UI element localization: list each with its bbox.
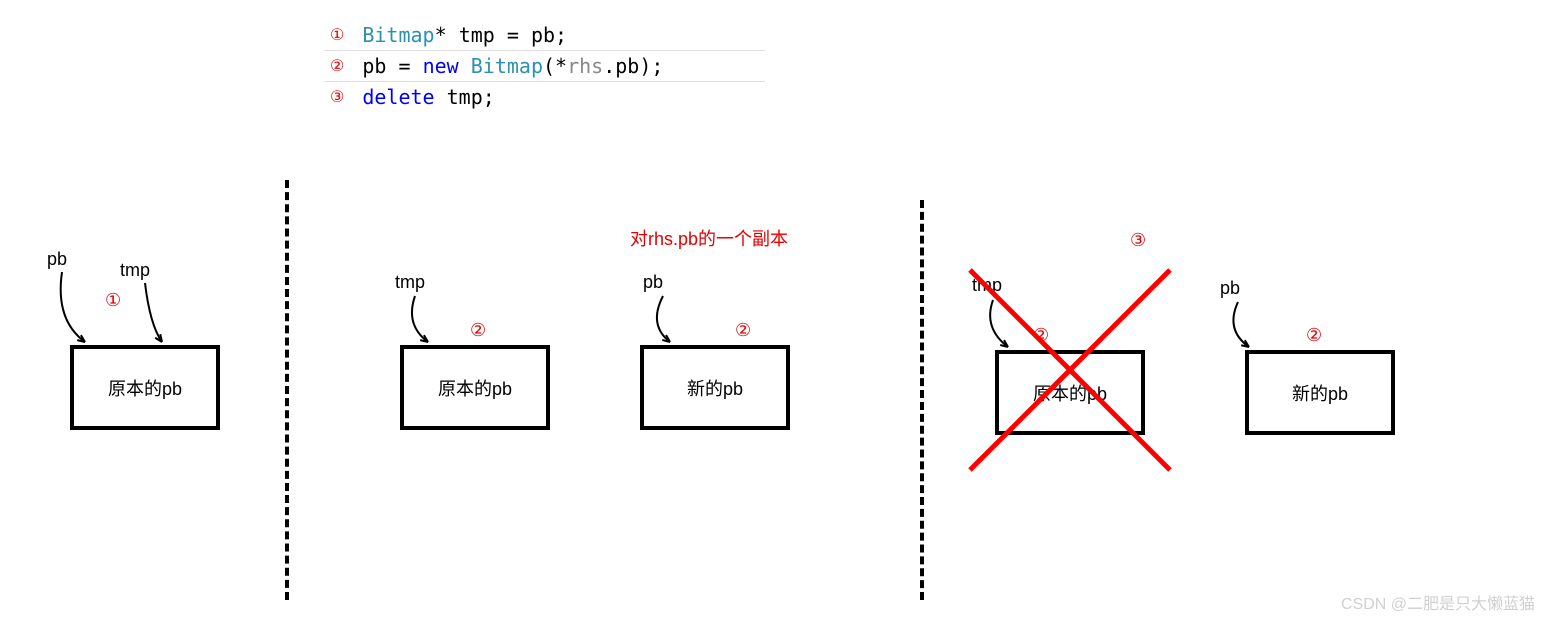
watermark: CSDN @二肥是只大懒蓝猫	[1341, 590, 1535, 614]
panel3-pb-arrow	[0, 0, 1555, 629]
